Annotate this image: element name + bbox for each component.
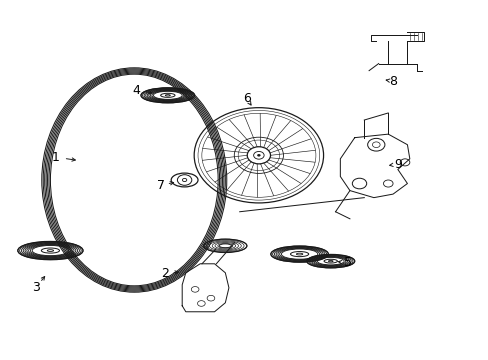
Text: 6: 6 xyxy=(243,93,250,105)
Text: 3: 3 xyxy=(32,281,40,294)
Text: 8: 8 xyxy=(388,75,396,88)
Text: 5: 5 xyxy=(343,256,351,269)
Text: 2: 2 xyxy=(161,267,169,280)
Text: 7: 7 xyxy=(156,179,164,192)
Text: 9: 9 xyxy=(393,158,401,171)
Circle shape xyxy=(257,154,260,157)
Text: 1: 1 xyxy=(51,150,59,163)
Text: 4: 4 xyxy=(132,84,141,96)
